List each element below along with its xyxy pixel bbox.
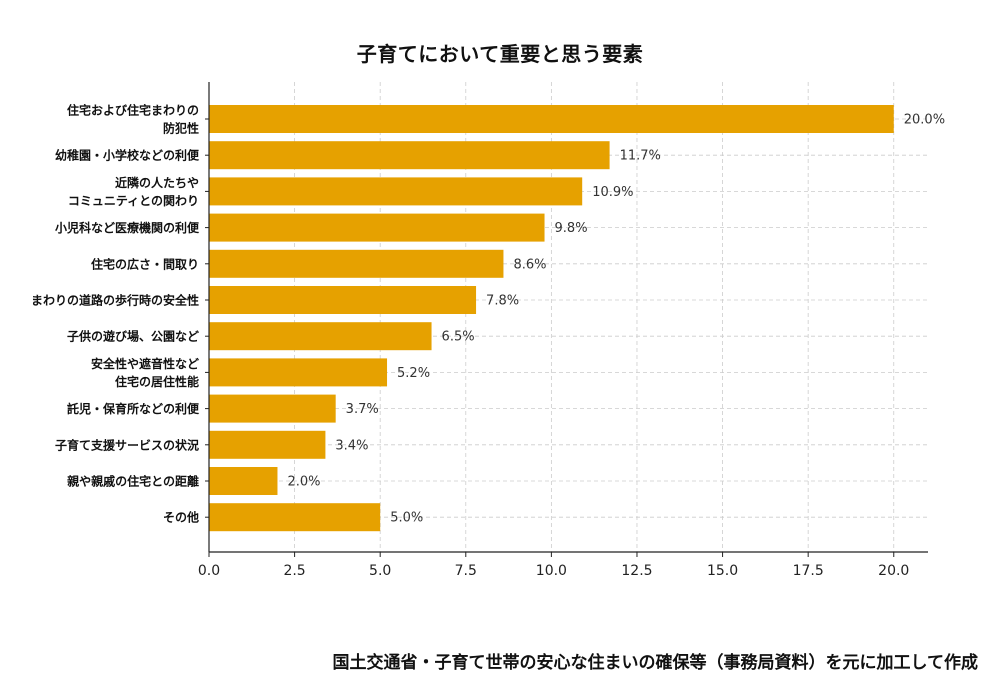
data-label: 11.7% — [620, 149, 661, 164]
y-tick-label: 住宅の広さ・間取り — [91, 256, 199, 271]
bar — [209, 358, 388, 387]
axis-layer — [205, 82, 928, 557]
bar — [209, 286, 477, 314]
bar — [209, 430, 326, 459]
x-tick-label: 15.0 — [707, 563, 738, 579]
x-tick-label: 17.5 — [793, 563, 824, 579]
bar — [209, 105, 894, 133]
x-tick-label: 20.0 — [878, 563, 909, 579]
bar — [209, 503, 381, 532]
x-tick-label: 10.0 — [536, 563, 567, 579]
y-tick-label: 防犯性 — [163, 121, 199, 136]
y-tick-label: 小児科など医療機関の利便 — [55, 220, 200, 235]
bar — [209, 394, 336, 423]
y-tick-label: 子供の遊び場、公園など — [67, 329, 199, 344]
x-tick-label: 7.5 — [455, 563, 477, 579]
data-label: 10.9% — [592, 185, 633, 200]
chart-title: 子育てにおいて重要と思う要素 — [356, 42, 644, 66]
x-tick-label: 12.5 — [621, 563, 652, 579]
x-tick-label: 5.0 — [369, 563, 391, 579]
bar — [209, 177, 583, 206]
x-tick-label: 2.5 — [283, 563, 305, 579]
y-tick-label: 親や親戚の住宅との距離 — [67, 474, 199, 489]
bar — [209, 322, 432, 351]
data-label: 7.8% — [486, 294, 519, 309]
bar — [209, 249, 504, 278]
source-note: 国土交通省・子育て世帯の安心な住まいの確保等（事務局資料）を元に加工して作成 — [332, 653, 979, 673]
data-label: 8.6% — [513, 257, 546, 272]
y-tick-label: 託児・保育所などの利便 — [67, 401, 200, 416]
data-label: 9.8% — [555, 221, 588, 236]
data-label: 3.7% — [346, 402, 379, 417]
y-tick-label: 住宅および住宅まわりの — [67, 103, 199, 118]
y-tick-label: その他 — [163, 510, 199, 525]
bar — [209, 141, 610, 170]
x-tick-label: 0.0 — [198, 563, 220, 579]
bar-layer — [209, 105, 894, 532]
data-label: 5.2% — [397, 366, 430, 381]
bar — [209, 467, 278, 495]
y-tick-label: コミュニティとの関わり — [68, 194, 199, 208]
y-tick-label: 安全性や遮音性など — [91, 356, 199, 371]
data-label: 2.0% — [287, 475, 320, 490]
data-label: 3.4% — [335, 438, 368, 453]
y-tick-label: 住宅の居住性能 — [115, 374, 199, 389]
y-tick-label: 幼稚園・小学校などの利便 — [55, 148, 200, 163]
data-label: 5.0% — [390, 511, 423, 526]
y-tick-label: 子育て支援サービスの状況 — [55, 437, 199, 452]
data-label: 6.5% — [442, 330, 475, 345]
y-tick-label: 近隣の人たちや — [115, 175, 199, 190]
data-label: 20.0% — [904, 113, 945, 128]
y-tick-label: まわりの道路の歩行時の安全性 — [31, 293, 199, 308]
bar — [209, 213, 545, 242]
